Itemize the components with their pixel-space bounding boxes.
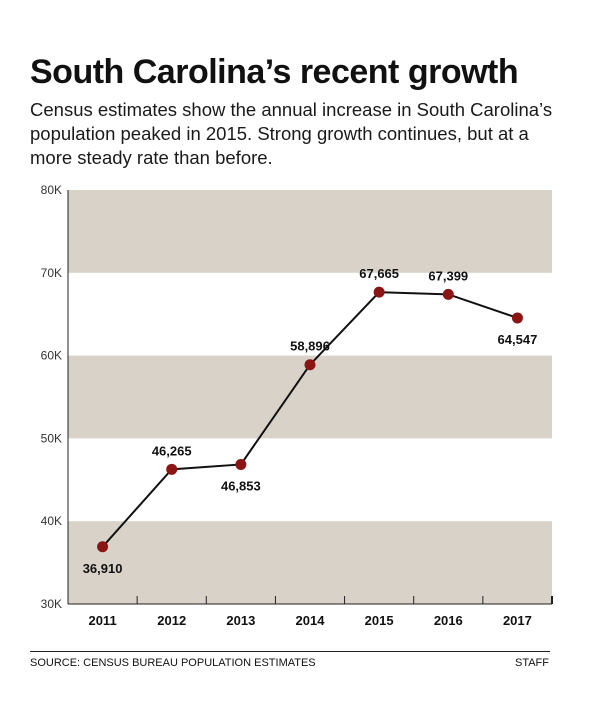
credit-note: STAFF — [514, 657, 549, 669]
y-axis-ticks: 30K 40K 50K 60K 70K 80K — [41, 183, 62, 611]
data-label: 36,910 — [83, 561, 123, 576]
data-point — [166, 463, 178, 475]
y-tick-label: 60K — [41, 349, 62, 363]
band-70k — [68, 190, 552, 273]
data-label: 67,665 — [359, 266, 399, 281]
band-30k — [68, 521, 552, 604]
chart-title: South Carolina’s recent growth — [30, 53, 519, 91]
background-bands — [68, 190, 552, 604]
y-tick-label: 50K — [41, 431, 62, 445]
data-labels: 36,910 46,265 46,853 58,896 67,665 67,399 64,5… — [83, 266, 538, 576]
data-label: 64,547 — [498, 332, 538, 347]
y-tick-label: 80K — [41, 183, 62, 197]
data-point — [97, 541, 109, 553]
x-axis-ticks: 2011 2012 2013 2014 2015 2016 2017 — [67, 596, 553, 628]
data-series — [97, 286, 523, 553]
data-label: 58,896 — [290, 339, 330, 354]
data-label: 46,265 — [152, 443, 192, 458]
axes — [67, 190, 552, 605]
x-tick-label: 2012 — [157, 613, 186, 628]
y-tick-label: 40K — [41, 514, 62, 528]
data-point — [373, 286, 385, 298]
data-point — [511, 312, 523, 324]
data-point — [235, 458, 247, 470]
chart-subtitle: Census estimates show the annual increas… — [30, 99, 553, 168]
y-tick-label: 70K — [41, 266, 62, 280]
x-tick-label: 2011 — [88, 613, 116, 628]
data-point — [442, 288, 454, 300]
x-tick-label: 2017 — [503, 613, 532, 628]
y-tick-label: 30K — [41, 597, 62, 611]
source-note: SOURCE: CENSUS BUREAU POPULATION ESTIMAT… — [30, 657, 316, 669]
x-tick-label: 2013 — [226, 613, 255, 628]
data-label: 67,399 — [428, 268, 468, 283]
x-tick-label: 2015 — [365, 613, 394, 628]
data-point — [304, 359, 316, 371]
x-tick-label: 2014 — [296, 613, 326, 628]
data-label: 46,853 — [221, 478, 261, 493]
x-tick-label: 2016 — [434, 613, 463, 628]
footer-rule — [30, 651, 550, 652]
